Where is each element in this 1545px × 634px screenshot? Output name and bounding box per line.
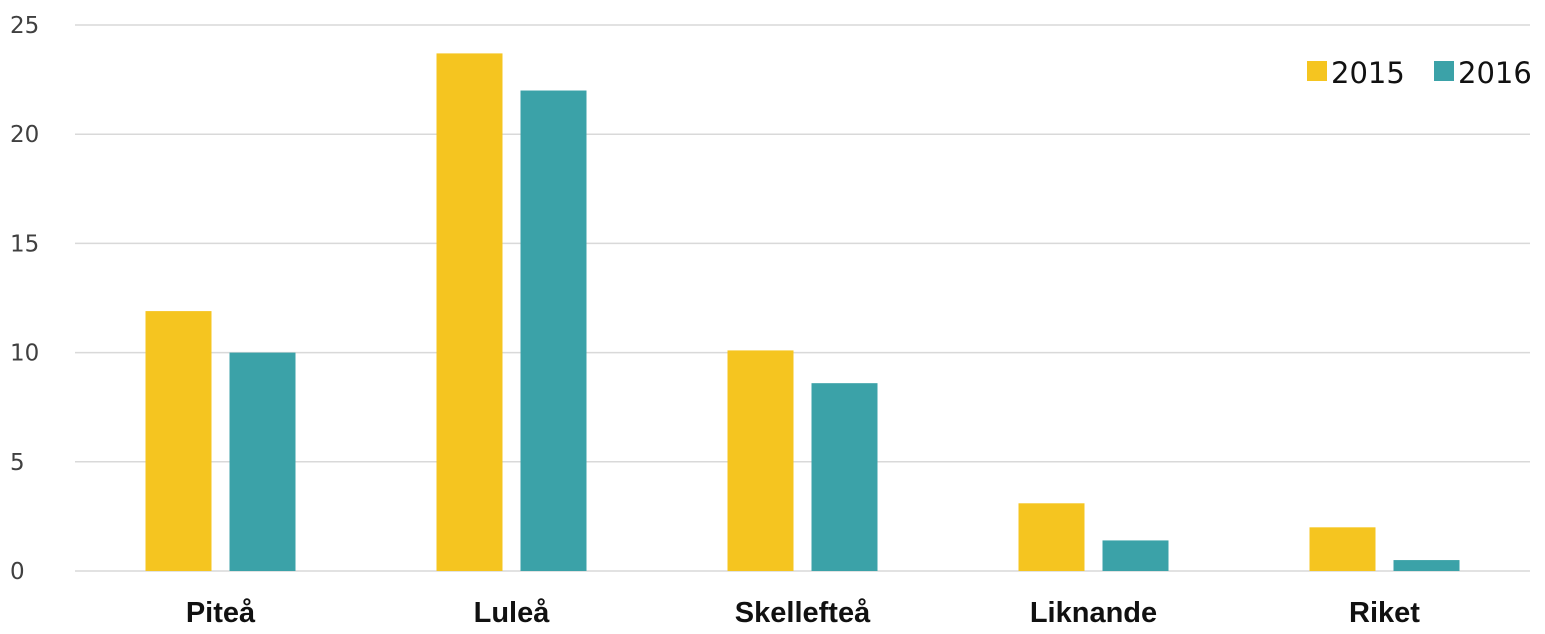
bars: [145, 53, 1460, 572]
legend: 2015 2016: [1307, 56, 1532, 90]
y-tick-label: 10: [10, 341, 39, 367]
x-category-label: Skellefteå: [735, 597, 871, 629]
gridlines: [75, 24, 1530, 572]
y-tick-label: 20: [10, 122, 39, 148]
x-category-label: Liknande: [1030, 597, 1157, 629]
bar-2015-1: [436, 53, 503, 572]
bar-2015-4: [1309, 527, 1376, 571]
legend-label-2015: 2015: [1331, 56, 1405, 90]
x-axis-categories: Piteå Luleå Skellefteå Liknande Riket: [186, 597, 1420, 629]
x-category-label: Riket: [1349, 597, 1420, 629]
x-category-label: Luleå: [474, 597, 551, 629]
legend-swatch-2015: [1307, 61, 1327, 81]
y-tick-label: 25: [10, 13, 39, 39]
bar-2015-2: [727, 350, 794, 571]
y-tick-label: 0: [10, 559, 25, 585]
y-axis-ticks: 0 5 10 15 20 25: [10, 13, 39, 585]
bar-2016-3: [1102, 540, 1169, 571]
bar-2016-0: [229, 352, 296, 571]
bar-2016-2: [811, 383, 878, 571]
y-tick-label: 5: [10, 450, 25, 476]
bar-2015-0: [145, 311, 212, 571]
legend-label-2016: 2016: [1458, 56, 1532, 90]
x-category-label: Piteå: [186, 597, 256, 629]
bar-2015-3: [1018, 503, 1085, 571]
bar-2016-1: [520, 90, 587, 572]
legend-swatch-2016: [1434, 61, 1454, 81]
bar-2016-4: [1393, 560, 1460, 571]
y-tick-label: 15: [10, 231, 39, 257]
